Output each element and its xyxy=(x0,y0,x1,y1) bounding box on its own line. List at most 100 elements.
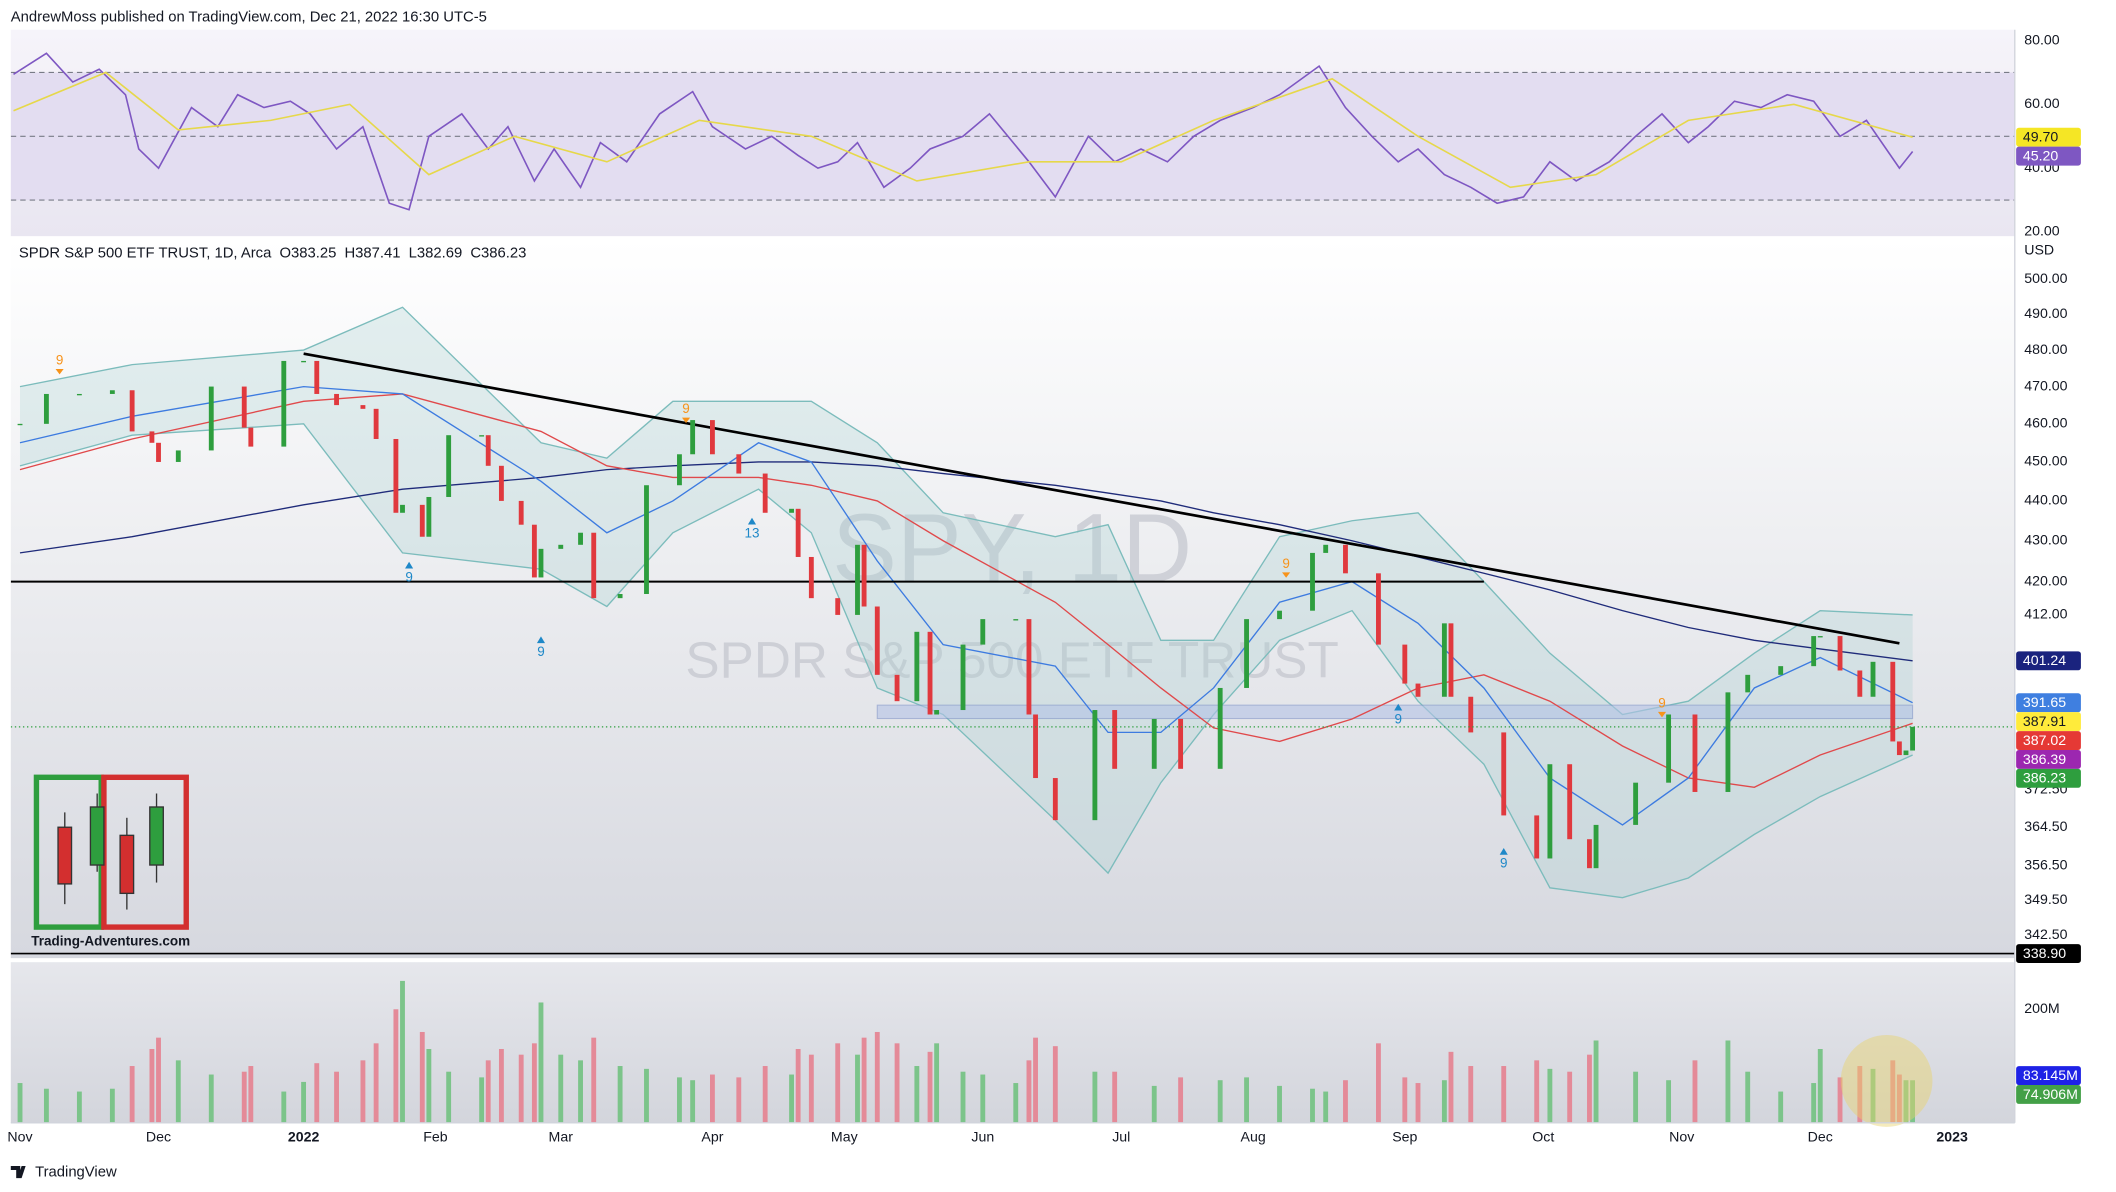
zone xyxy=(876,704,1914,720)
price-tag-label: 401.24 xyxy=(2023,653,2066,669)
watermark-name: SPDR S&P 500 ETF TRUST xyxy=(685,631,1338,688)
volume-bar xyxy=(1593,1040,1599,1123)
logo-candle xyxy=(57,826,73,885)
volume-bar xyxy=(314,1063,320,1123)
x-tick-label: Jun xyxy=(971,1129,994,1145)
legend-part: 382.69 xyxy=(417,246,462,262)
td-marker: 9 xyxy=(1500,856,1508,871)
candle xyxy=(1277,610,1282,620)
candle xyxy=(129,390,135,432)
candle xyxy=(1817,636,1823,638)
x-tick-label: Aug xyxy=(1241,1129,1266,1145)
candle xyxy=(149,431,155,443)
moving-average xyxy=(19,393,1913,788)
volume-bar xyxy=(1112,1071,1118,1123)
y-tick-label: 60.00 xyxy=(2024,96,2060,112)
volume-bar xyxy=(538,1002,544,1123)
candle xyxy=(538,548,544,578)
x-tick-label: Feb xyxy=(423,1129,448,1145)
y-tick-label: 500.00 xyxy=(2024,271,2067,287)
td-arrow xyxy=(405,561,414,569)
volume-bar xyxy=(709,1074,715,1123)
candle xyxy=(314,360,320,394)
td-arrow xyxy=(1394,703,1403,711)
legend-part: 387.41 xyxy=(355,246,400,262)
td-marker: 9 xyxy=(405,569,413,584)
price-tag-label: 387.02 xyxy=(2023,733,2066,749)
td-arrow xyxy=(681,417,691,424)
x-tick-label: Apr xyxy=(701,1129,723,1145)
volume-bar xyxy=(400,980,405,1123)
y-tick-label: 80.00 xyxy=(2024,32,2060,48)
candle xyxy=(1013,619,1019,621)
volume-bar xyxy=(208,1074,214,1123)
price-tag-label: 45.20 xyxy=(2023,149,2059,165)
volume-bar xyxy=(1468,1066,1474,1123)
td-marker: 9 xyxy=(1658,695,1666,710)
y-tick-label: 412.00 xyxy=(2024,607,2067,623)
footer-brand: TradingView xyxy=(35,1165,117,1181)
volume-pane xyxy=(10,962,2015,1123)
legend-part: C xyxy=(470,246,481,262)
watermark-symbol: SPY, 1D xyxy=(832,494,1192,603)
y-tick-label: 490.00 xyxy=(2024,306,2067,322)
volume-bar xyxy=(1870,1068,1876,1123)
volume-bar xyxy=(1567,1071,1573,1123)
candle xyxy=(419,504,425,537)
price-tag-label: 74.906M xyxy=(2023,1087,2078,1103)
candle xyxy=(1593,824,1599,869)
candle xyxy=(1633,782,1639,825)
volume-bar xyxy=(1151,1085,1157,1123)
candle xyxy=(373,408,379,439)
candle xyxy=(334,393,339,406)
volume-bar xyxy=(835,1043,841,1123)
candle xyxy=(1896,741,1902,756)
candle xyxy=(1547,764,1553,859)
candle xyxy=(644,485,649,594)
y-tick-label: 430.00 xyxy=(2024,533,2067,549)
volume-bar xyxy=(1402,1077,1408,1123)
volume-bar xyxy=(248,1066,254,1123)
candle xyxy=(591,532,597,599)
volume-bar xyxy=(927,1051,933,1123)
volume-bar xyxy=(1857,1066,1863,1123)
volume-bar xyxy=(591,1037,597,1123)
y-tick-label: 20.00 xyxy=(2024,224,2060,240)
x-tick-label: Dec xyxy=(1808,1129,1833,1145)
volume-bar xyxy=(301,1081,307,1123)
candle xyxy=(1052,778,1058,821)
volume-bar xyxy=(485,1060,491,1123)
candle xyxy=(1567,764,1573,840)
candle xyxy=(1910,726,1916,751)
rsi-line xyxy=(13,71,1913,189)
x-tick-label: Nov xyxy=(1669,1129,1695,1145)
volume-layer xyxy=(17,980,1916,1123)
volume-bar xyxy=(690,1080,696,1123)
price-tag xyxy=(2016,146,2081,166)
td-arrow xyxy=(1657,711,1667,718)
candle xyxy=(558,544,564,549)
td-arrow xyxy=(1282,572,1291,578)
y-tick-label: 460.00 xyxy=(2024,416,2067,432)
legend: SPDR S&P 500 ETF TRUST, 1D, Arca O383.25 H… xyxy=(19,246,527,262)
volume-bar xyxy=(1277,1085,1282,1123)
volume-bar xyxy=(1376,1043,1381,1123)
volume-bar xyxy=(1910,1080,1916,1123)
candle xyxy=(1501,732,1507,816)
td-arrow xyxy=(1499,847,1508,855)
volume-bar xyxy=(558,1054,564,1123)
volume-bar xyxy=(1441,1080,1447,1123)
candle xyxy=(1666,714,1672,783)
td-marker: 13 xyxy=(744,526,759,541)
highlight-circle xyxy=(1840,1035,1933,1127)
td-arrow xyxy=(747,517,757,525)
price-tag-label: 338.90 xyxy=(2023,946,2066,962)
candle xyxy=(617,593,623,599)
volume-bar xyxy=(518,1054,524,1123)
price-tag xyxy=(2016,651,2081,671)
candle xyxy=(1870,661,1876,697)
candle xyxy=(795,508,801,557)
candle xyxy=(1811,636,1817,667)
candle xyxy=(208,386,214,451)
candle xyxy=(927,631,933,715)
